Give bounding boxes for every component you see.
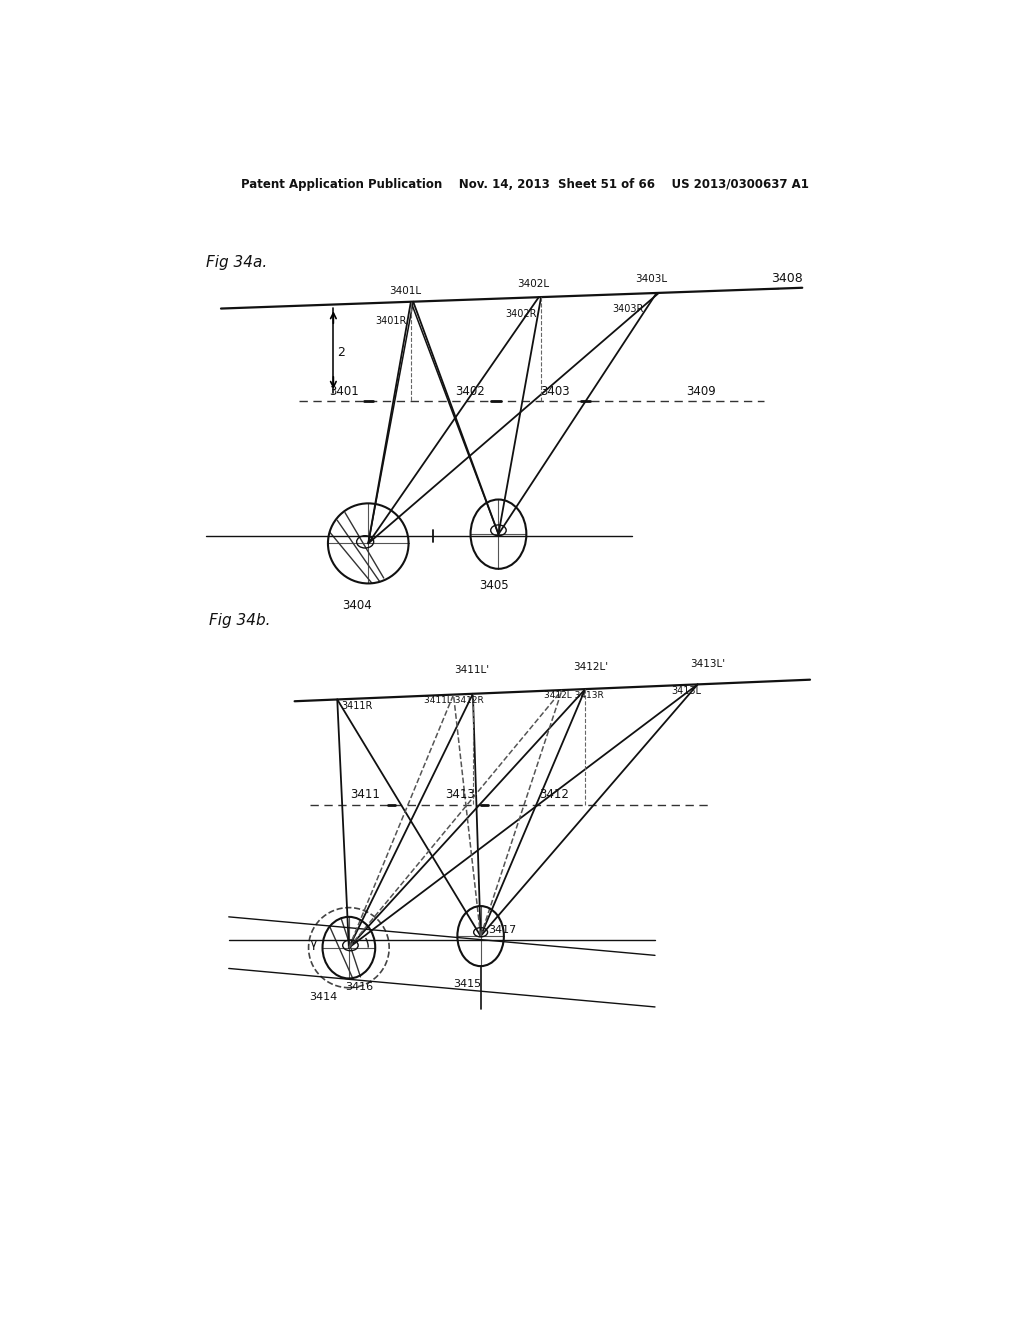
Text: 3401: 3401 [329,385,359,397]
Text: 3402: 3402 [455,385,484,397]
Text: 3411L': 3411L' [454,664,488,675]
Text: 3401L: 3401L [389,285,422,296]
Text: 3416: 3416 [345,982,373,993]
Text: 3403R: 3403R [612,304,643,314]
Text: 3403L: 3403L [635,273,668,284]
Text: 3415: 3415 [454,979,481,989]
Text: 3403: 3403 [540,385,569,397]
Text: 3409: 3409 [686,385,716,397]
Text: 3412: 3412 [539,788,568,801]
Text: 3414: 3414 [309,993,338,1002]
Text: 3408: 3408 [771,272,803,285]
Text: 3402R: 3402R [505,309,537,319]
Text: Fig 34b.: Fig 34b. [209,612,271,628]
Text: 3411: 3411 [350,788,380,801]
Text: Fig 34a.: Fig 34a. [206,255,266,271]
Text: 3401R: 3401R [376,315,408,326]
Text: 3404: 3404 [342,599,372,612]
Text: 3411R: 3411R [341,701,373,711]
Text: 3402L: 3402L [517,280,550,289]
Text: 3413: 3413 [445,788,475,801]
Text: 3413L': 3413L' [690,659,725,668]
Text: Patent Application Publication    Nov. 14, 2013  Sheet 51 of 66    US 2013/03006: Patent Application Publication Nov. 14, … [241,178,809,190]
Text: 3405: 3405 [479,579,509,591]
Text: γ: γ [310,937,317,950]
Text: 2: 2 [337,346,345,359]
Text: 3417: 3417 [488,925,517,935]
Text: 3411L 3412R: 3411L 3412R [424,696,483,705]
Text: 3412L': 3412L' [573,661,608,672]
Text: 3413L: 3413L [671,686,701,697]
Text: 3412L 3413R: 3412L 3413R [544,692,603,700]
